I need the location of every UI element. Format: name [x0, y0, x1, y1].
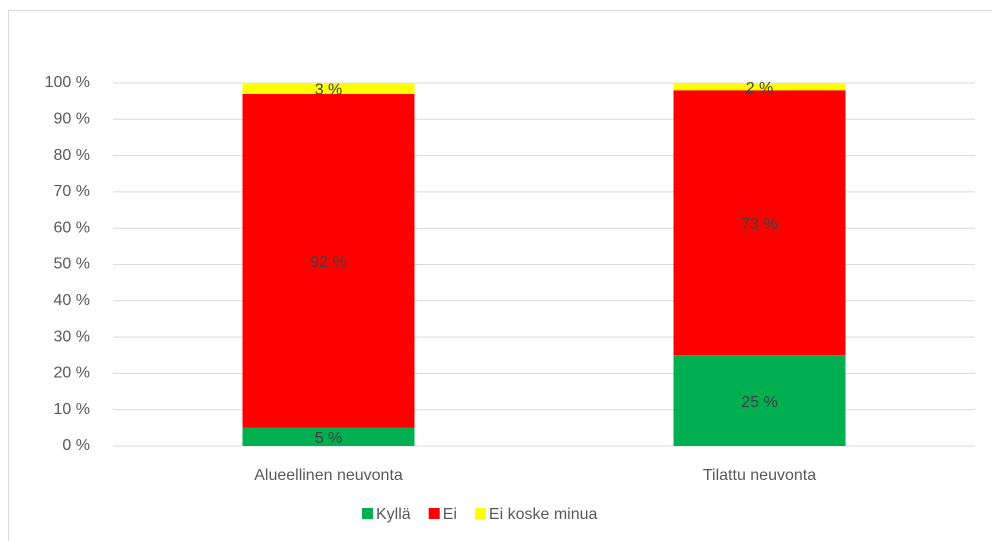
- y-tick-label: 90 %: [54, 111, 90, 128]
- bar-segment: [673, 355, 846, 446]
- y-tick-label: 60 %: [54, 219, 90, 236]
- legend-swatch: [428, 508, 440, 519]
- data-label: 73 %: [741, 216, 777, 233]
- y-tick-label: 30 %: [54, 328, 90, 345]
- legend-label: Kyllä: [376, 506, 411, 523]
- data-label: 25 %: [741, 394, 777, 411]
- data-label: 5 %: [315, 430, 343, 447]
- legend-swatch: [474, 508, 486, 519]
- y-tick-label: 40 %: [54, 292, 90, 309]
- data-label: 3 %: [315, 82, 343, 99]
- data-label: 92 %: [310, 254, 346, 271]
- bar-segment: [673, 90, 846, 356]
- bar-segment: [242, 83, 415, 94]
- legend-label: Ei: [443, 506, 457, 523]
- y-tick-label: 80 %: [54, 147, 90, 164]
- y-tick-label: 70 %: [54, 183, 90, 200]
- data-label: 2 %: [746, 80, 774, 97]
- y-tick-label: 20 %: [54, 365, 90, 382]
- x-tick-label: Alueellinen neuvonta: [254, 467, 403, 484]
- y-tick-label: 10 %: [54, 401, 90, 418]
- y-tick-label: 0 %: [62, 437, 90, 454]
- legend-label: Ei koske minua: [489, 506, 598, 523]
- y-tick-label: 100 %: [45, 74, 90, 91]
- y-tick-label: 50 %: [54, 256, 90, 273]
- bar-segment: [673, 83, 846, 91]
- legend-swatch: [362, 508, 373, 519]
- bar-segment: [242, 427, 415, 446]
- bar-segment: [242, 93, 415, 428]
- x-tick-label: Tilattu neuvonta: [703, 467, 816, 484]
